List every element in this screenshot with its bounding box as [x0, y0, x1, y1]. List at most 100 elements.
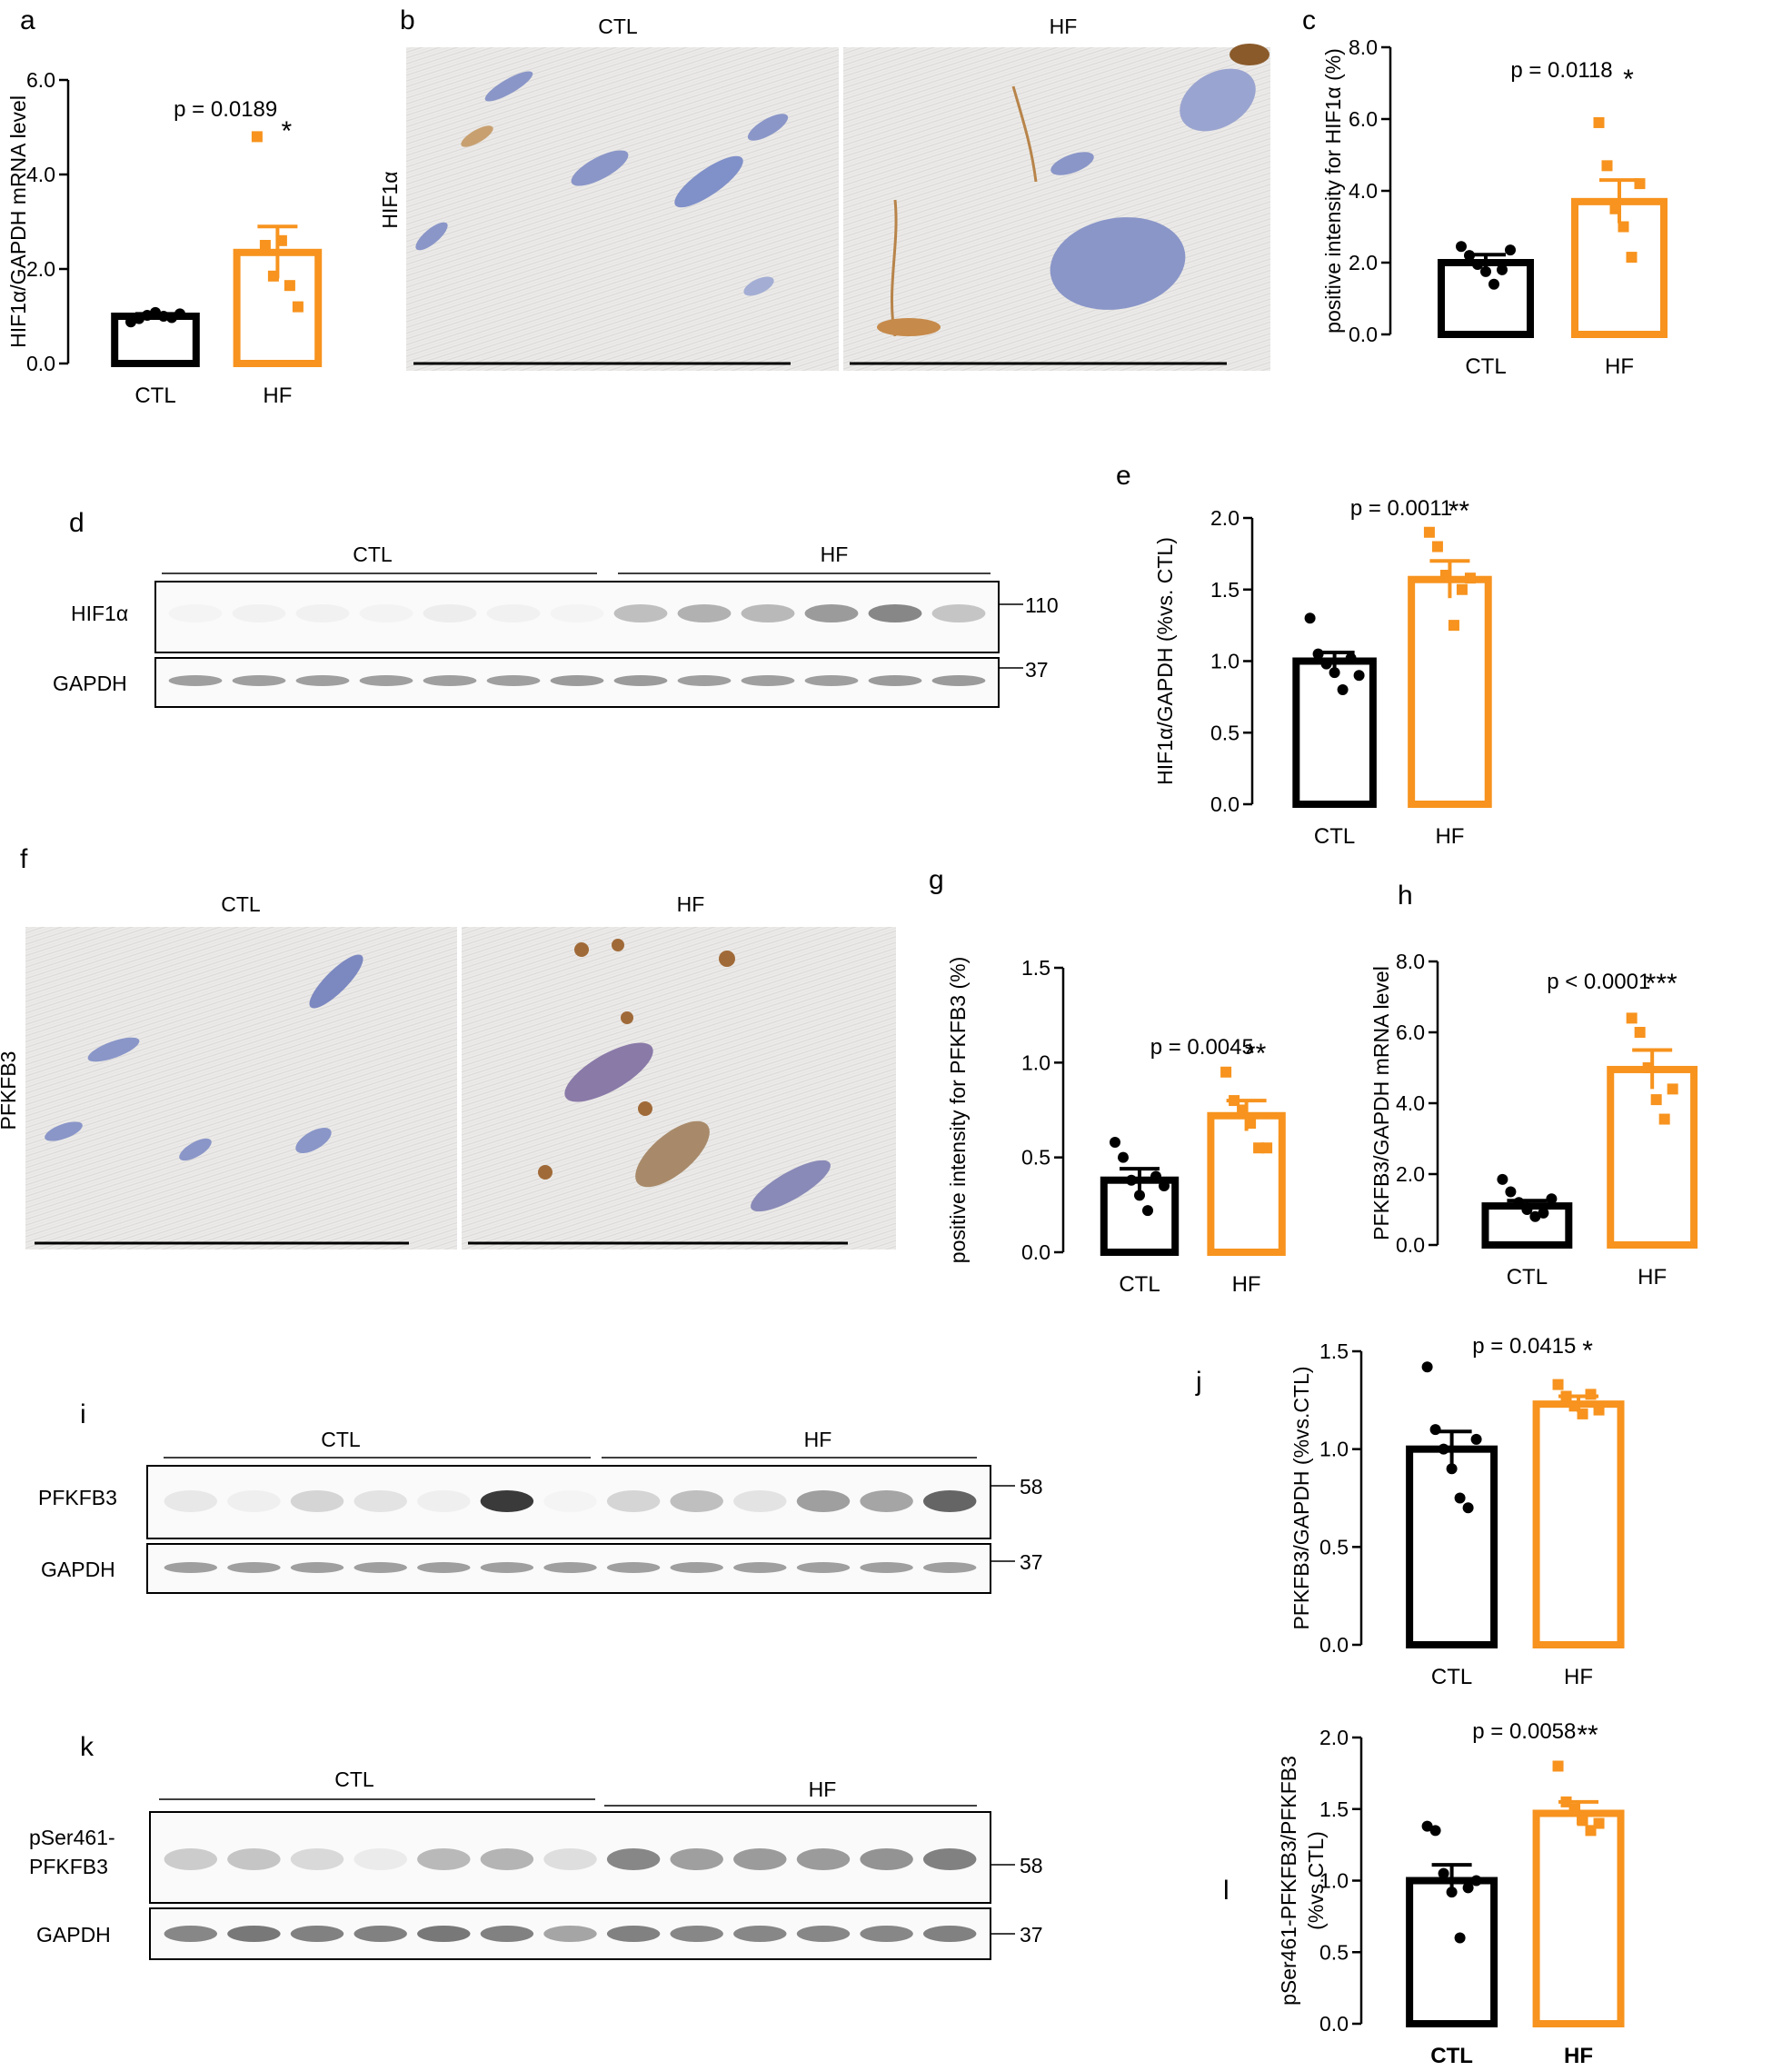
chart-j-point-ctl-5 [1454, 1492, 1466, 1504]
chart-a-point-ctl-3 [142, 309, 153, 321]
blot-i-band-r2-lane-2 [227, 1562, 281, 1573]
chart-g-category-hf: HF [1232, 1272, 1261, 1297]
chart-j-point-hf-4 [1577, 1408, 1588, 1419]
chart-e-point-ctl-7 [1353, 670, 1365, 682]
chart-l-ylabel-line2: (%vs.CTL) [1304, 1831, 1328, 1930]
blot-d-band-r2-lane-4 [359, 675, 413, 686]
panel-letter-a: a [20, 5, 35, 35]
chart-c-point-hf-1 [1593, 116, 1605, 128]
blot-k-row1-label-line2: PFKFB3 [29, 1855, 108, 1878]
chart-g-point-ctl-4 [1134, 1190, 1145, 1201]
chart-a-point-ctl-2 [134, 313, 144, 324]
blot-d-bands [168, 604, 986, 686]
blot-i-band-r2-lane-9 [670, 1562, 723, 1573]
chart-l-point-hf-6 [1593, 1817, 1605, 1829]
chart-j-category-ctl: CTL [1431, 1665, 1472, 1689]
chart-a-point-ctl-5 [158, 311, 169, 322]
chart-h-point-ctl-2 [1505, 1186, 1517, 1198]
blot-d-band-r2-lane-2 [232, 675, 286, 686]
chart-l-point-hf-3 [1568, 1803, 1580, 1815]
blot-k-band-r1-lane-9 [670, 1848, 723, 1870]
chart-l-ylabel: pSer461-PFKFB3/PFKFB3 [1277, 1756, 1300, 2006]
chart-g-point-ctl-7 [1159, 1180, 1170, 1191]
blot-d-band-r2-lane-11 [804, 675, 859, 686]
chart-h-point-ctl-7 [1546, 1193, 1558, 1205]
chart-g-point-hf-6 [1261, 1142, 1273, 1154]
chart-l-point-hf-4 [1577, 1815, 1588, 1827]
micrograph-hf-pfkfb3 [462, 927, 896, 1250]
chart-g-bar-ctl [1100, 1176, 1180, 1256]
blot-d-band-r1-lane-12 [868, 604, 922, 622]
chart-c-pvalue: p = 0.0118 [1510, 58, 1612, 83]
chart-l-point-ctl-6 [1462, 1882, 1474, 1894]
panel-letter-e: e [1116, 461, 1131, 491]
micrograph-ctl-hif1a [406, 47, 839, 371]
chart-a-point-ctl-4 [150, 306, 161, 318]
chart-a-ytick-label-2: 4.0 [26, 163, 55, 186]
blot-d-band-r2-lane-7 [550, 675, 604, 686]
blot-i-band-r2-lane-5 [417, 1562, 471, 1573]
chart-a-ytick-label-1: 2.0 [26, 257, 55, 281]
blot-d-band-r2-lane-6 [486, 675, 541, 686]
histology-f-ctl-label: CTL [221, 892, 261, 916]
chart-l-ytick-label-2: 1.0 [1319, 1869, 1349, 1893]
chart-l-significance-stars: ** [1577, 1720, 1598, 1750]
chart-h-point-hf-1 [1626, 1012, 1638, 1024]
blot-k-band-r2-lane-3 [290, 1926, 344, 1942]
chart-h-ytick-label-2: 4.0 [1396, 1091, 1425, 1115]
chart-g-ytick-label-2: 1.0 [1021, 1050, 1050, 1074]
histology-panel-b: CTL HF HIF1α [378, 15, 1270, 371]
blot-d-band-r1-lane-7 [550, 604, 604, 622]
blot-i-row1-marker: 58 [1020, 1475, 1043, 1498]
chart-e-ylabel: HIF1α/GAPDH (%vs. CTL) [1153, 537, 1177, 785]
chart-a-ylabel: HIF1α/GAPDH mRNA level [6, 95, 30, 348]
chart-e-point-hf-4 [1448, 620, 1459, 632]
blot-k-band-r2-lane-1 [164, 1926, 217, 1942]
blot-d-band-r1-lane-13 [931, 604, 986, 622]
blot-k-band-r1-lane-11 [796, 1848, 851, 1870]
chart-c-point-hf-4 [1618, 221, 1629, 233]
chart-c-point-ctl-4 [1480, 265, 1491, 277]
western-blot-k: CTL HF pSer461- PFKFB3 GAPDH 58 37 [29, 1767, 1043, 1960]
blot-d-band-r1-lane-3 [295, 604, 350, 622]
blot-k-band-r2-lane-12 [860, 1926, 913, 1942]
chart-g-point-ctl-6 [1150, 1170, 1161, 1182]
chart-h-point-hf-4 [1650, 1094, 1662, 1106]
chart-j-pvalue: p = 0.0415 [1472, 1334, 1576, 1359]
blot-i-band-r1-lane-9 [670, 1490, 723, 1512]
blot-i-band-r1-lane-7 [543, 1490, 597, 1512]
chart-j-point-ctl-2 [1429, 1424, 1441, 1436]
blot-d-band-r2-lane-12 [868, 675, 922, 686]
chart-l-point-ctl-3 [1438, 1867, 1449, 1879]
chart-c-ytick-label-4: 8.0 [1349, 35, 1378, 59]
chart-a-point-ctl-7 [174, 308, 185, 320]
chart-e-point-ctl-1 [1304, 612, 1316, 624]
chart-e-point-hf-2 [1431, 541, 1443, 553]
blot-k-row2-label: GAPDH [36, 1923, 111, 1947]
blot-k-group-hf: HF [809, 1777, 837, 1801]
blot-d-row2-label: GAPDH [53, 672, 127, 695]
chart-panel-e: 0.0 0.5 1.0 1.5 2.0 HIF1α/GAPDH (%vs. CTL) CTL… [1153, 496, 1492, 849]
chart-a-point-hf-5 [284, 280, 295, 292]
chart-c-point-hf-2 [1601, 160, 1613, 172]
blot-i-strip-1 [146, 1465, 991, 1539]
blot-i-band-r2-lane-3 [290, 1562, 344, 1573]
blot-d-band-r2-lane-5 [423, 675, 477, 686]
blot-k-band-r2-lane-13 [922, 1926, 977, 1942]
blot-i-bands [164, 1490, 977, 1573]
blot-d-band-r2-lane-13 [931, 675, 986, 686]
chart-l-point-ctl-5 [1454, 1932, 1466, 1944]
chart-a-point-hf-2 [259, 240, 271, 251]
blot-d-band-r2-lane-10 [741, 675, 795, 686]
chart-e-point-hf-3 [1439, 570, 1451, 581]
chart-h-significance-stars: *** [1646, 969, 1678, 999]
chart-g-category-ctl: CTL [1119, 1272, 1160, 1297]
chart-c-ytick-label-2: 4.0 [1349, 179, 1378, 203]
chart-j-point-ctl-6 [1462, 1502, 1474, 1514]
chart-a-category-hf: HF [263, 383, 292, 408]
blot-k-band-r2-lane-7 [543, 1926, 597, 1942]
chart-e-ytick-label-0: 0.0 [1210, 792, 1239, 816]
blot-d-band-r1-lane-8 [613, 604, 668, 622]
